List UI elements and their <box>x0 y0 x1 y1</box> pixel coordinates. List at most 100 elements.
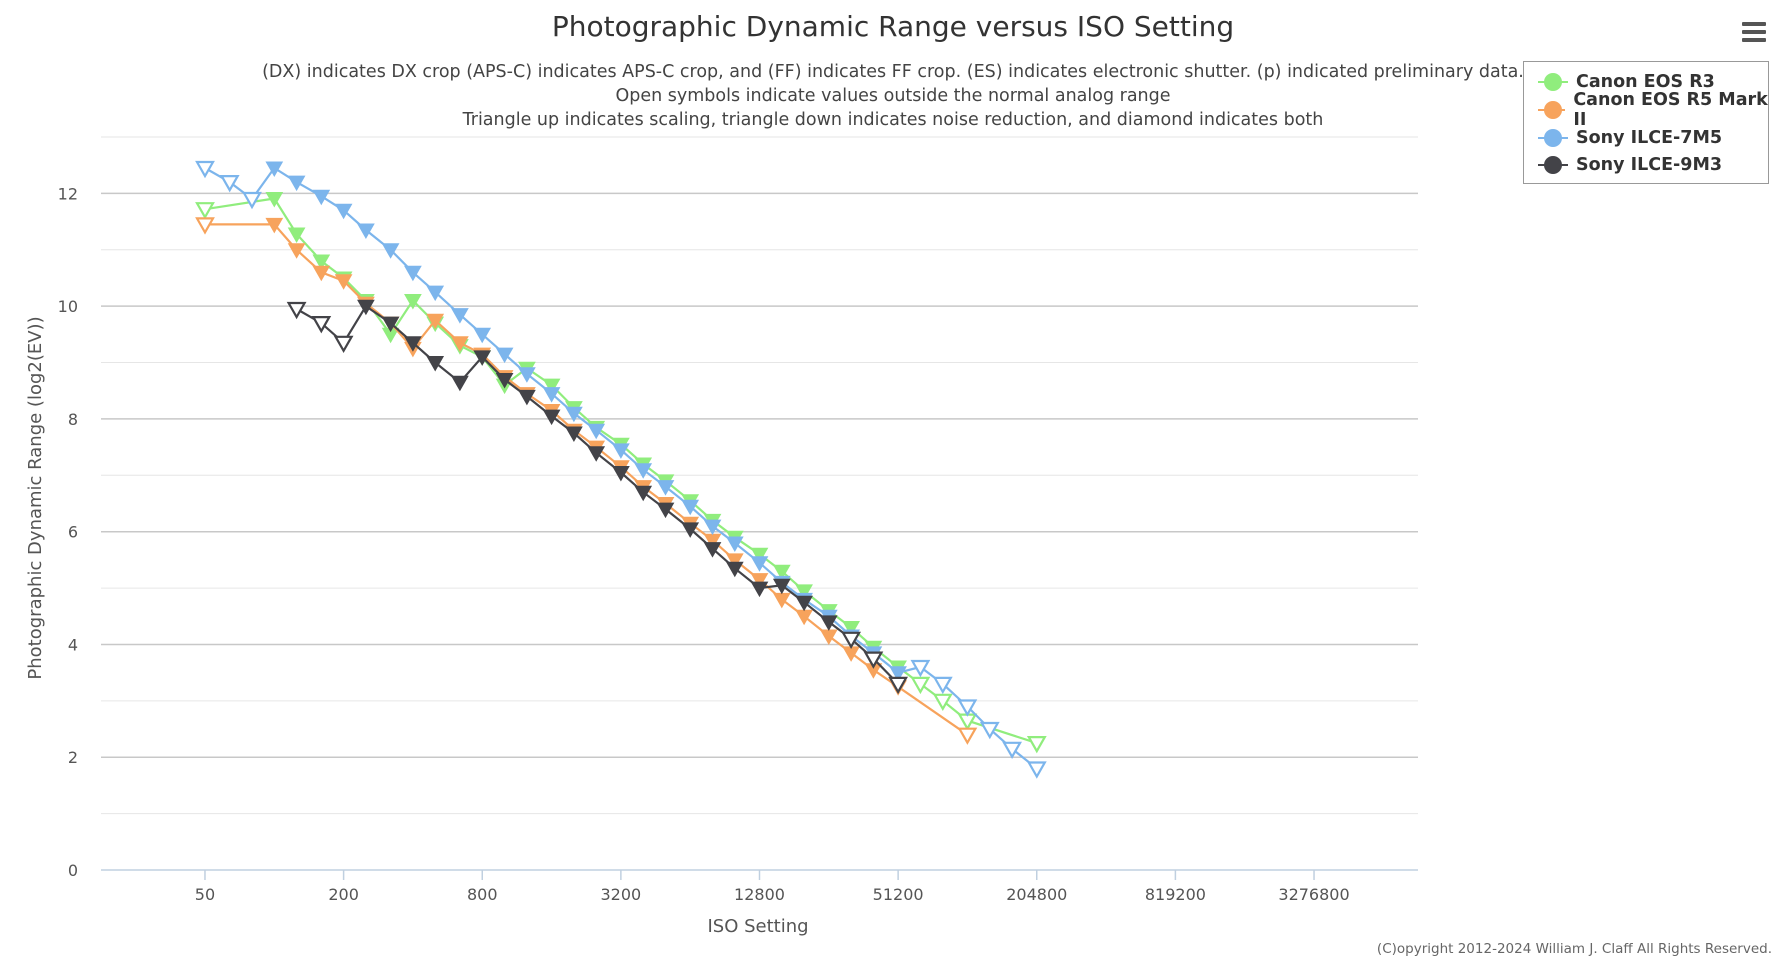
data-point-sony-ilce-7m5[interactable] <box>979 721 1000 740</box>
data-point-sony-ilce-9m3[interactable] <box>473 350 492 366</box>
data-point-canon-eos-r3[interactable] <box>404 294 422 310</box>
data-point-canon-eos-r3[interactable] <box>265 192 284 208</box>
data-point-sony-ilce-7m5[interactable] <box>681 499 700 516</box>
data-point-sony-ilce-9m3[interactable] <box>888 676 908 695</box>
data-point-sony-ilce-7m5[interactable] <box>451 308 469 324</box>
data-point-sony-ilce-9m3[interactable] <box>819 615 838 631</box>
data-point-sony-ilce-7m5[interactable] <box>404 265 422 282</box>
data-point-sony-ilce-7m5[interactable] <box>889 666 907 682</box>
data-point-canon-eos-r5-mark-ii[interactable] <box>334 274 353 290</box>
data-point-sony-ilce-7m5[interactable] <box>473 327 492 344</box>
data-point-sony-ilce-7m5[interactable] <box>1002 741 1022 760</box>
data-point-canon-eos-r5-mark-ii[interactable] <box>750 573 769 589</box>
data-point-sony-ilce-9m3[interactable] <box>656 502 675 519</box>
data-point-sony-ilce-7m5[interactable] <box>287 175 306 192</box>
data-point-sony-ilce-9m3[interactable] <box>495 373 514 389</box>
data-point-sony-ilce-9m3[interactable] <box>750 581 769 598</box>
data-point-sony-ilce-7m5[interactable] <box>426 285 445 302</box>
data-point-sony-ilce-9m3[interactable] <box>542 409 561 426</box>
data-point-sony-ilce-7m5[interactable] <box>381 243 400 259</box>
legend-label-canon-eos-r3: Canon EOS R3 <box>1576 72 1715 92</box>
data-point-sony-ilce-7m5[interactable] <box>612 443 630 459</box>
data-point-sony-ilce-7m5[interactable] <box>587 423 606 440</box>
data-point-sony-ilce-7m5[interactable] <box>312 189 331 206</box>
data-point-canon-eos-r3[interactable] <box>542 378 561 395</box>
data-point-canon-eos-r3[interactable] <box>842 621 860 637</box>
y-tick-label: 8 <box>68 410 78 429</box>
data-point-sony-ilce-7m5[interactable] <box>703 519 722 536</box>
data-point-sony-ilce-7m5[interactable] <box>219 175 240 193</box>
data-point-sony-ilce-7m5[interactable] <box>910 659 931 678</box>
data-point-sony-ilce-9m3[interactable] <box>426 356 445 372</box>
data-point-sony-ilce-7m5[interactable] <box>242 191 262 210</box>
data-point-sony-ilce-7m5[interactable] <box>518 367 536 383</box>
data-point-sony-ilce-7m5[interactable] <box>542 387 561 403</box>
data-point-sony-ilce-9m3[interactable] <box>681 522 700 538</box>
data-point-sony-ilce-7m5[interactable] <box>334 203 353 220</box>
data-point-sony-ilce-9m3[interactable] <box>565 426 583 443</box>
data-point-canon-eos-r5-mark-ii[interactable] <box>426 313 445 330</box>
data-point-sony-ilce-7m5[interactable] <box>565 406 583 423</box>
data-point-canon-eos-r5-mark-ii[interactable] <box>772 592 791 609</box>
data-point-sony-ilce-9m3[interactable] <box>518 389 536 406</box>
data-point-sony-ilce-9m3[interactable] <box>587 446 606 462</box>
data-point-canon-eos-r3[interactable] <box>772 564 791 581</box>
data-point-sony-ilce-9m3[interactable] <box>404 336 422 352</box>
data-point-canon-eos-r5-mark-ii[interactable] <box>451 336 469 352</box>
axes: 0 2 4 6 8 10 12 50 200 800 3200 12800 51200 204800 819… <box>58 184 1418 904</box>
data-point-canon-eos-r5-mark-ii[interactable] <box>795 609 813 626</box>
legend: Canon EOS R3 Canon EOS R5 Mark II Sony I… <box>1523 61 1769 184</box>
data-point-sony-ilce-7m5[interactable] <box>750 556 769 572</box>
y-tick-label: 2 <box>68 748 78 767</box>
data-point-sony-ilce-7m5[interactable] <box>357 223 375 240</box>
data-point-sony-ilce-9m3[interactable] <box>612 466 630 482</box>
data-point-canon-eos-r3[interactable] <box>195 202 215 220</box>
data-point-canon-eos-r3[interactable] <box>287 227 306 244</box>
data-point-canon-eos-r5-mark-ii[interactable] <box>195 217 215 235</box>
data-point-sony-ilce-9m3[interactable] <box>333 335 354 354</box>
x-tick-label: 204800 <box>1006 885 1067 904</box>
data-point-canon-eos-r3[interactable] <box>910 676 931 695</box>
legend-item-canon-eos-r3[interactable]: Canon EOS R3 <box>1538 70 1715 94</box>
data-point-sony-ilce-7m5[interactable] <box>656 480 675 496</box>
data-point-sony-ilce-7m5[interactable] <box>634 463 653 479</box>
chart-menu-button[interactable] <box>1738 18 1768 48</box>
data-point-sony-ilce-9m3[interactable] <box>703 542 722 558</box>
data-point-canon-eos-r5-mark-ii[interactable] <box>819 629 838 646</box>
data-point-sony-ilce-7m5[interactable] <box>1026 761 1047 779</box>
data-point-canon-eos-r5-mark-ii[interactable] <box>957 727 978 745</box>
data-point-canon-eos-r5-mark-ii[interactable] <box>265 217 284 234</box>
data-point-sony-ilce-9m3[interactable] <box>381 316 400 333</box>
legend-item-sony-ilce-9m3[interactable]: Sony ILCE-9M3 <box>1538 153 1722 177</box>
data-point-canon-eos-r3[interactable] <box>1026 735 1047 754</box>
series-sony-ilce-9m3 <box>286 299 908 695</box>
data-point-canon-eos-r5-mark-ii[interactable] <box>287 243 306 259</box>
data-point-canon-eos-r3[interactable] <box>795 584 813 600</box>
data-point-sony-ilce-7m5[interactable] <box>725 536 744 553</box>
data-point-sony-ilce-9m3[interactable] <box>311 316 332 334</box>
data-point-sony-ilce-9m3[interactable] <box>357 299 375 316</box>
data-point-sony-ilce-9m3[interactable] <box>725 561 744 578</box>
data-point-sony-ilce-7m5[interactable] <box>957 699 978 717</box>
legend-item-sony-ilce-7m5[interactable]: Sony ILCE-7M5 <box>1538 126 1722 150</box>
data-point-sony-ilce-9m3[interactable] <box>634 485 653 502</box>
data-point-sony-ilce-9m3[interactable] <box>795 595 813 612</box>
data-point-sony-ilce-7m5[interactable] <box>195 160 215 179</box>
data-point-sony-ilce-9m3[interactable] <box>841 631 861 650</box>
legend-item-canon-eos-r5-mark-ii[interactable]: Canon EOS R5 Mark II <box>1538 90 1768 130</box>
data-point-canon-eos-r3[interactable] <box>932 693 953 712</box>
data-point-canon-eos-r5-mark-ii[interactable] <box>725 553 744 569</box>
data-point-canon-eos-r3[interactable] <box>312 254 331 271</box>
data-point-sony-ilce-9m3[interactable] <box>451 375 469 392</box>
data-point-sony-ilce-9m3[interactable] <box>286 301 307 320</box>
data-point-canon-eos-r3[interactable] <box>750 547 769 564</box>
data-point-sony-ilce-7m5[interactable] <box>265 161 284 178</box>
data-point-sony-ilce-7m5[interactable] <box>932 676 953 695</box>
data-point-canon-eos-r5-mark-ii[interactable] <box>312 265 331 282</box>
data-point-sony-ilce-9m3[interactable] <box>772 578 791 595</box>
y-tick-label: 10 <box>58 297 78 316</box>
data-point-sony-ilce-9m3[interactable] <box>863 651 884 669</box>
data-point-sony-ilce-7m5[interactable] <box>495 347 514 364</box>
series-canon-eos-r5-mark-ii <box>195 217 978 745</box>
